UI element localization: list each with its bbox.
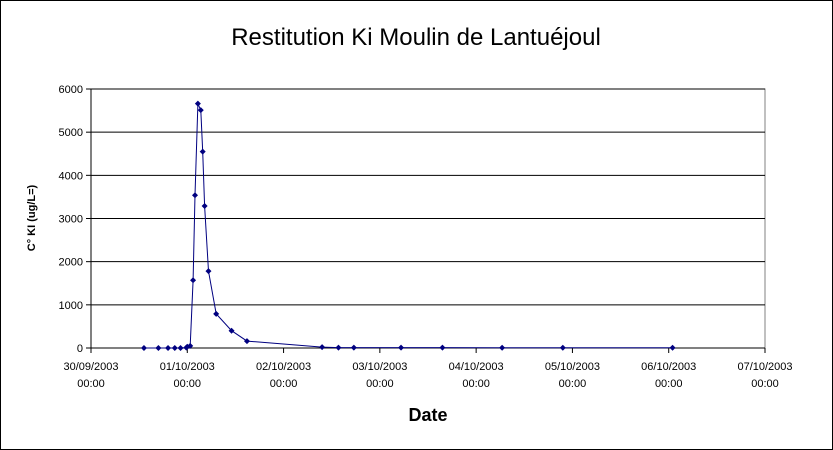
x-tick-label-time: 00:00 (655, 378, 683, 390)
data-point (559, 344, 566, 351)
y-tick-label: 2000 (59, 257, 83, 269)
plot-area: 0 1000 2000 3000 4000 5000 6000 30/09/2003 00:00… (59, 84, 793, 390)
data-point (201, 202, 208, 209)
x-tick-label-date: 07/10/2003 (737, 361, 792, 373)
x-tick-label-date: 06/10/2003 (641, 361, 696, 373)
y-tick-label: 3000 (59, 214, 83, 226)
data-point (228, 327, 235, 334)
data-point (205, 268, 212, 275)
data-point (140, 345, 147, 351)
x-tick-label-date: 01/10/2003 (160, 361, 215, 373)
y-tick-label: 5000 (59, 127, 83, 139)
data-point (669, 344, 676, 351)
x-tick-label-date: 30/09/2003 (63, 361, 118, 373)
x-tick-label-date: 05/10/2003 (545, 361, 600, 373)
data-point (398, 344, 405, 351)
data-point (187, 342, 194, 349)
x-tick-label-date: 02/10/2003 (256, 361, 311, 373)
y-tick-label: 4000 (59, 170, 83, 182)
x-tick-label-time: 00:00 (77, 378, 105, 390)
chart-title: Restitution Ki Moulin de Lantuéjoul (231, 24, 601, 51)
y-tick-label: 0 (77, 343, 83, 355)
data-point (350, 344, 357, 351)
data-point (213, 310, 220, 317)
y-axis-title: C° KI (ug/L=) (26, 184, 38, 251)
data-point (190, 277, 197, 284)
data-point (191, 192, 198, 199)
data-point (165, 345, 172, 351)
x-axis-title: Date (408, 405, 447, 425)
data-point (335, 344, 342, 351)
y-tick-label: 6000 (59, 84, 83, 96)
data-point (319, 344, 326, 351)
data-point (499, 344, 506, 351)
data-point (177, 345, 184, 351)
data-point (199, 148, 206, 155)
data-point (194, 100, 201, 107)
x-tick-label-time: 00:00 (270, 378, 298, 390)
x-tick-label-time: 00:00 (174, 378, 202, 390)
x-tick-label-time: 00:00 (751, 378, 779, 390)
x-tick-label-time: 00:00 (366, 378, 394, 390)
x-tick-label-date: 03/10/2003 (352, 361, 407, 373)
x-tick-label-time: 00:00 (462, 378, 490, 390)
data-point (197, 107, 204, 114)
x-tick-label-time: 00:00 (559, 378, 587, 390)
data-point (171, 345, 178, 351)
x-tick-label-date: 04/10/2003 (449, 361, 504, 373)
data-point (155, 345, 162, 351)
data-point (439, 344, 446, 351)
y-tick-label: 1000 (59, 300, 83, 312)
data-point (243, 338, 250, 345)
